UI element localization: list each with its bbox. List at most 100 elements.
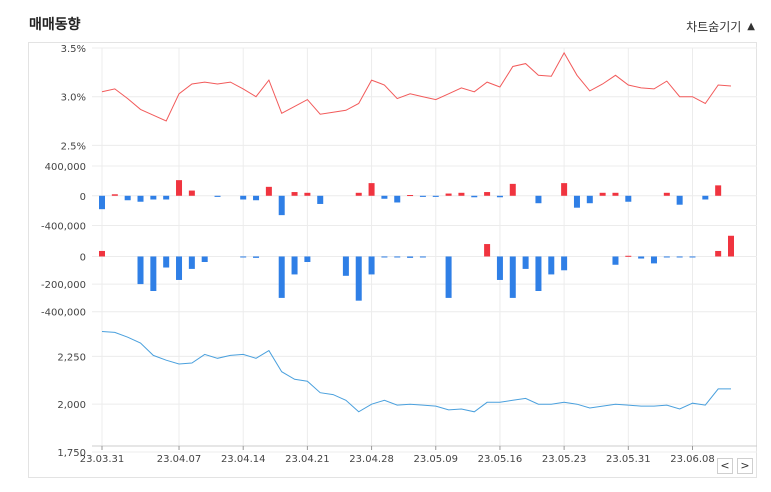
series-line-red <box>101 51 732 122</box>
hide-chart-button[interactable]: 차트숨기기 ▲ <box>686 18 755 35</box>
bar <box>394 195 401 203</box>
bar <box>407 256 414 258</box>
bar <box>163 256 170 268</box>
bar <box>278 256 285 298</box>
bar <box>291 192 298 196</box>
bar <box>304 256 311 262</box>
bar <box>368 183 375 196</box>
bar <box>702 195 709 200</box>
bar <box>342 256 349 276</box>
bar <box>163 195 170 200</box>
bar <box>368 256 375 275</box>
bar <box>663 256 670 258</box>
bar <box>99 195 105 210</box>
bar <box>445 193 452 196</box>
bar <box>676 195 683 205</box>
bar <box>561 183 568 196</box>
bar <box>176 256 183 280</box>
y-tick-label: -200,000 <box>41 280 86 291</box>
bar <box>445 256 452 298</box>
bar <box>676 256 683 258</box>
bar <box>137 195 144 202</box>
bar <box>548 256 555 275</box>
bar <box>612 256 619 265</box>
x-tick-label: 23.05.09 <box>413 454 458 465</box>
bar <box>484 244 491 257</box>
next-button[interactable]: > <box>737 458 753 474</box>
hide-chart-label: 차트숨기기 <box>686 20 742 34</box>
bar <box>484 192 491 196</box>
bar <box>728 235 734 257</box>
bar <box>535 256 542 291</box>
bar <box>509 256 516 298</box>
bar <box>278 195 285 216</box>
bar <box>188 256 195 269</box>
y-tick-label: 2,000 <box>57 400 86 411</box>
y-tick-label: 2.5% <box>61 141 86 152</box>
section-title: 매매동향 <box>29 17 81 33</box>
bar <box>586 195 593 204</box>
y-tick-label: 1,750 <box>57 448 86 459</box>
bar <box>471 195 478 198</box>
bar <box>124 195 131 201</box>
bar <box>99 250 105 257</box>
bar <box>573 195 580 208</box>
bar <box>150 195 157 200</box>
bar <box>355 256 362 301</box>
x-tick-label: 23.04.07 <box>157 454 202 465</box>
bar <box>599 192 606 196</box>
bar <box>291 256 298 275</box>
bar <box>355 192 362 196</box>
x-tick-label: 23.06.08 <box>670 454 715 465</box>
bar <box>240 195 247 200</box>
y-tick-label: -400,000 <box>41 308 86 319</box>
y-tick-label: 2,250 <box>57 352 86 363</box>
bar <box>304 192 311 196</box>
x-tick-label: 23.05.23 <box>542 454 587 465</box>
series-line-blue <box>101 331 731 413</box>
bar <box>625 255 632 257</box>
bar <box>253 195 260 201</box>
y-tick-label: 400,000 <box>45 162 86 173</box>
bar <box>561 256 568 271</box>
bar <box>522 256 529 269</box>
bar <box>715 250 722 257</box>
bar <box>625 195 632 202</box>
bar <box>201 256 208 262</box>
prev-button[interactable]: < <box>717 458 733 474</box>
bar <box>111 194 118 196</box>
y-tick-label: 3.0% <box>61 93 86 104</box>
x-tick-label: 23.04.28 <box>349 454 394 465</box>
bar <box>432 195 439 197</box>
chart-panel <box>28 42 757 478</box>
bar <box>188 190 195 196</box>
bar <box>419 195 426 197</box>
x-tick-label: 23.04.21 <box>285 454 330 465</box>
bar <box>381 195 388 199</box>
x-tick-label: 23.03.31 <box>80 454 125 465</box>
bar <box>176 180 183 196</box>
bar <box>458 192 465 196</box>
bar <box>150 256 157 291</box>
bar <box>715 185 722 196</box>
bar <box>240 256 247 258</box>
bar <box>394 256 401 258</box>
bar <box>535 195 542 204</box>
x-tick-label: 23.04.14 <box>221 454 266 465</box>
bar <box>381 256 388 258</box>
bar <box>650 256 657 264</box>
bar <box>317 195 324 204</box>
bar <box>265 186 272 196</box>
bar <box>612 192 619 196</box>
bar <box>214 195 221 197</box>
bar <box>137 256 144 285</box>
bar <box>253 256 260 258</box>
bar <box>496 195 503 198</box>
y-tick-label: 0 <box>80 192 86 203</box>
bar <box>663 192 670 196</box>
y-tick-label: 3.5% <box>61 44 86 55</box>
x-tick-label: 23.05.31 <box>606 454 651 465</box>
bar <box>689 256 696 258</box>
bar <box>509 183 516 196</box>
